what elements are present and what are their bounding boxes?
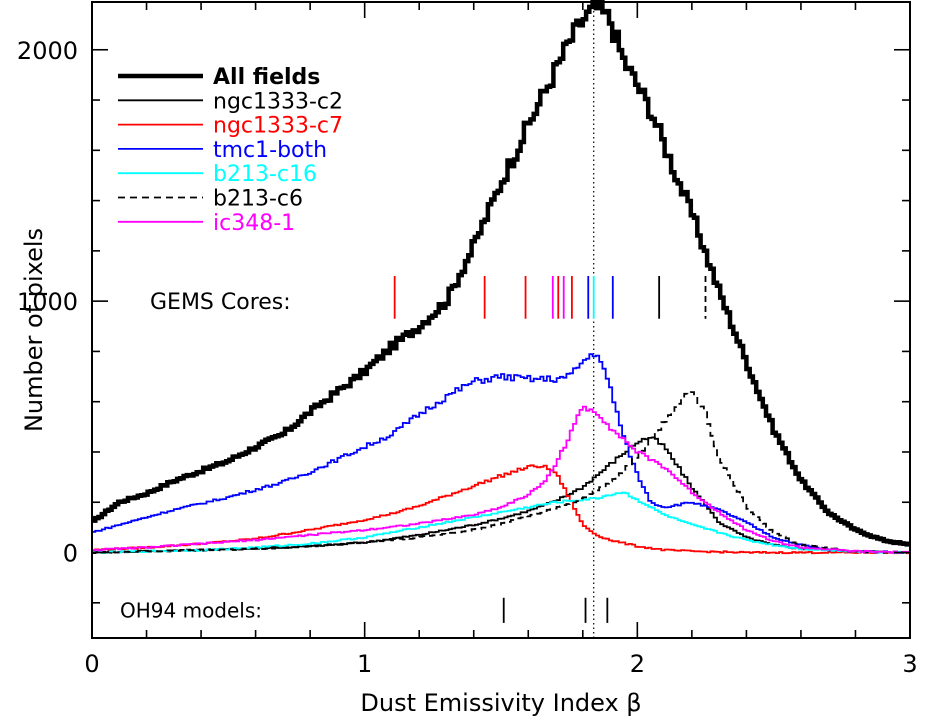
series-line-5	[92, 391, 910, 554]
annotation-oh94-models: OH94 models:	[120, 598, 262, 622]
legend-label-6: ic348-1	[213, 211, 295, 236]
legend-label-5: b213-c6	[213, 187, 303, 212]
series-line-3	[92, 353, 910, 554]
y-tick-label: 0	[63, 540, 78, 568]
y-tick-label: 2000	[17, 37, 78, 65]
x-axis-label: Dust Emissivity Index β	[360, 689, 641, 717]
plot-frame	[91, 1, 911, 639]
y-axis-label: Number of pixels	[20, 228, 48, 432]
y-tick-label: 1000	[17, 288, 78, 316]
annotation-gems-cores: GEMS Cores:	[150, 290, 291, 315]
legend-label-3: tmc1-both	[213, 138, 327, 163]
legend-label-1: ngc1333-c2	[213, 89, 343, 114]
series-line-4	[92, 491, 910, 554]
series-line-6	[92, 405, 910, 554]
legend: All fieldsngc1333-c2ngc1333-c7tmc1-bothb…	[118, 65, 343, 236]
legend-label-2: ngc1333-c7	[213, 114, 343, 139]
x-tick-label: 1	[357, 650, 372, 678]
legend-label-0: All fields	[213, 65, 320, 90]
legend-label-4: b213-c16	[213, 162, 317, 187]
x-tick-label: 2	[630, 650, 645, 678]
x-tick-label: 3	[902, 650, 917, 678]
x-tick-label: 0	[84, 650, 99, 678]
series-line-0	[92, 0, 910, 547]
